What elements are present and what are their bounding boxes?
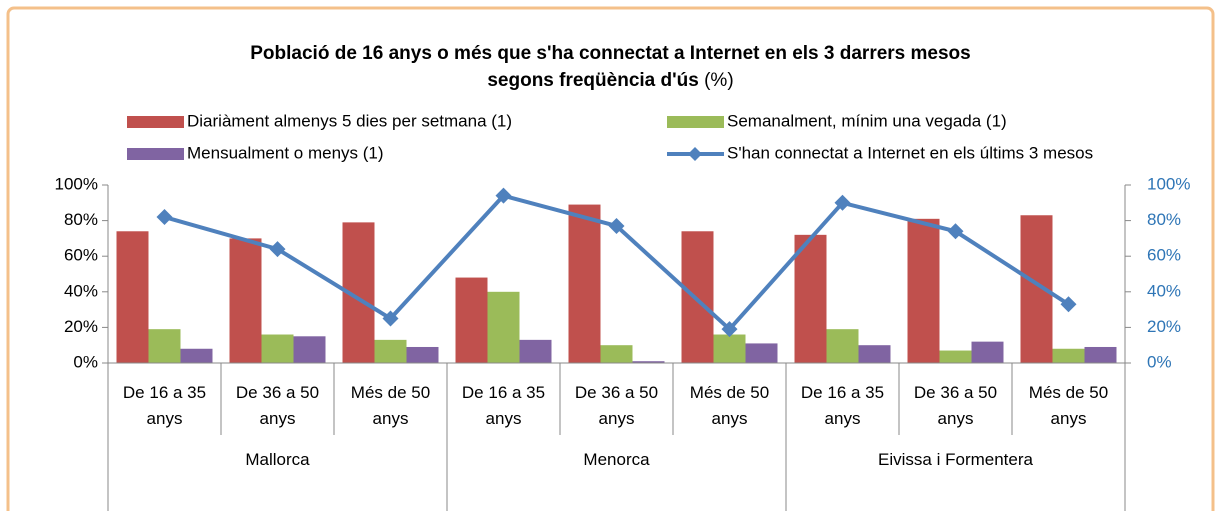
line-marker xyxy=(382,310,399,327)
line-marker xyxy=(269,241,286,258)
bar xyxy=(939,350,972,363)
line-marker xyxy=(721,321,738,338)
bar xyxy=(745,343,778,363)
bar xyxy=(826,329,859,363)
bar xyxy=(487,291,520,363)
x-tick-label: De 16 a 35 anys xyxy=(800,383,885,428)
bar xyxy=(1052,348,1085,363)
line-marker xyxy=(1060,296,1077,313)
title-unit: (%) xyxy=(704,70,734,91)
bar xyxy=(180,348,213,363)
bar xyxy=(794,234,827,363)
bar xyxy=(261,334,294,363)
x-tick-label: De 36 a 50 anys xyxy=(913,383,998,428)
bar xyxy=(1084,346,1117,363)
line-marker xyxy=(608,217,625,234)
y2-tick-label: 0% xyxy=(1147,352,1172,371)
x-tick-label: De 36 a 50 anys xyxy=(574,383,659,428)
y-tick-label: 100% xyxy=(55,174,98,193)
bar xyxy=(681,231,714,363)
x-tick-label: De 36 a 50 anys xyxy=(235,383,320,428)
bar xyxy=(600,345,633,363)
frame xyxy=(6,6,1215,511)
y-tick-label: 40% xyxy=(64,281,98,300)
x-tick-label: Més de 50 anys xyxy=(1028,383,1109,428)
line-marker xyxy=(156,209,173,226)
y-tick-label: 80% xyxy=(64,210,98,229)
legend-swatch xyxy=(667,116,724,128)
y-tick-label: 20% xyxy=(64,317,98,336)
bar xyxy=(229,238,262,363)
legend-label: Semanalment, mínim una vegada (1) xyxy=(727,111,1007,130)
bar xyxy=(568,204,601,363)
bar xyxy=(148,329,181,363)
x-tick-label: Més de 50 anys xyxy=(350,383,431,428)
group-label: Menorca xyxy=(583,450,650,469)
bar xyxy=(971,341,1004,363)
line-marker xyxy=(495,187,512,204)
legend-marker xyxy=(688,147,702,161)
legend-swatch xyxy=(127,148,184,160)
y-tick-label: 0% xyxy=(73,352,98,371)
bar xyxy=(713,334,746,363)
bar xyxy=(374,339,407,363)
x-tick-label: De 16 a 35 anys xyxy=(122,383,207,428)
title-line2: segons freqüència d'ús xyxy=(487,70,699,91)
group-label: Mallorca xyxy=(245,450,310,469)
x-tick-label: Més de 50 anys xyxy=(689,383,770,428)
y2-tick-label: 20% xyxy=(1147,317,1181,336)
y2-tick-label: 40% xyxy=(1147,281,1181,300)
bar xyxy=(858,345,891,363)
bar xyxy=(907,218,940,363)
line-marker xyxy=(947,223,964,240)
title: Població de 16 anys o més que s'ha conne… xyxy=(0,40,1221,94)
y2-tick-label: 100% xyxy=(1147,174,1190,193)
legend-label: Mensualment o menys (1) xyxy=(187,143,384,162)
y2-tick-label: 60% xyxy=(1147,246,1181,265)
y2-tick-label: 80% xyxy=(1147,210,1181,229)
y-tick-label: 60% xyxy=(64,246,98,265)
x-tick-label: De 16 a 35 anys xyxy=(461,383,546,428)
bar xyxy=(116,231,149,363)
bar xyxy=(455,277,488,363)
legend-swatch xyxy=(127,116,184,128)
line-marker xyxy=(834,194,851,211)
legend-label: S'han connectat a Internet en els últims… xyxy=(727,143,1093,162)
bar xyxy=(632,361,665,363)
bar xyxy=(293,336,326,363)
title-line1: Població de 16 anys o més que s'ha conne… xyxy=(250,43,971,64)
group-label: Eivissa i Formentera xyxy=(878,450,1033,469)
legend-label: Diariàment almenys 5 dies per setmana (1… xyxy=(187,111,512,130)
bar xyxy=(406,346,439,363)
bar xyxy=(519,339,552,363)
